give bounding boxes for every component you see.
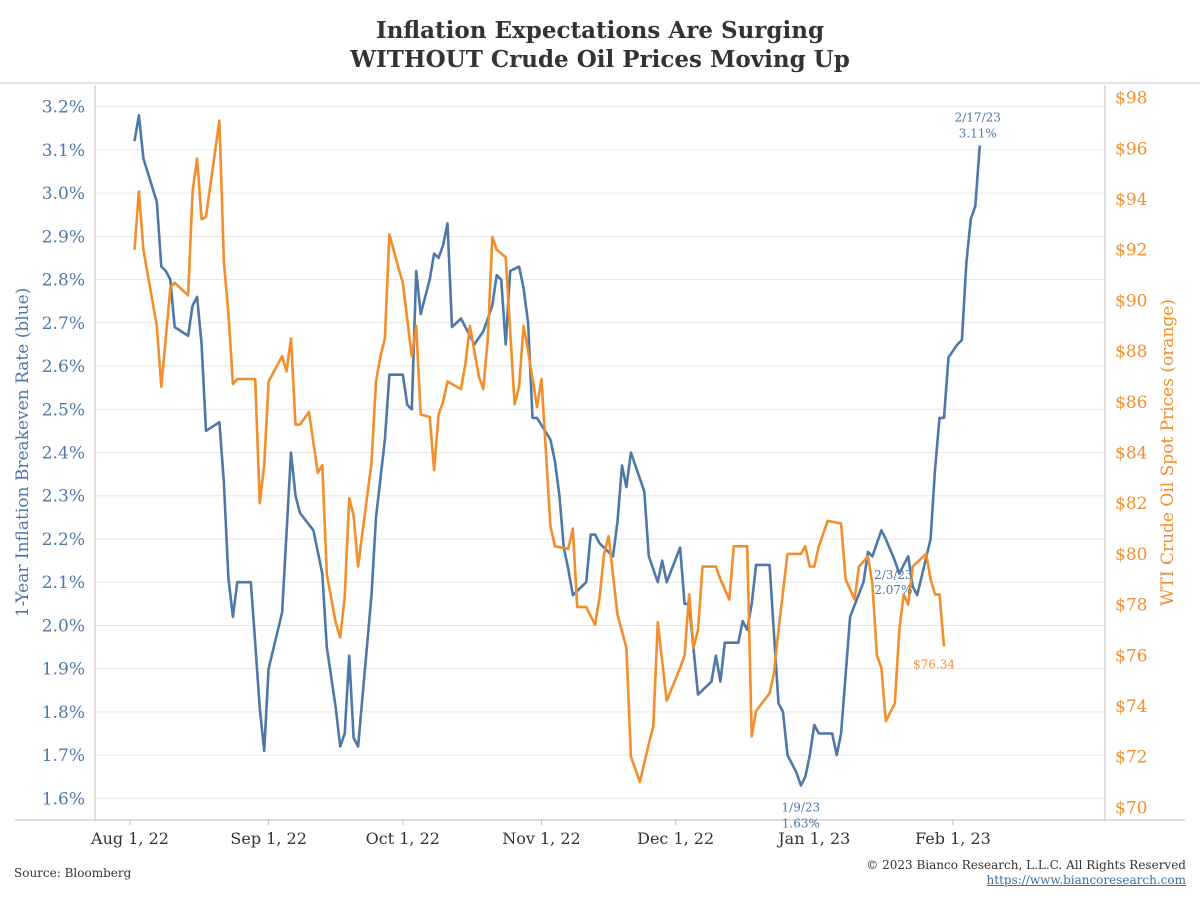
left-tick-label: 2.1% — [42, 573, 85, 593]
footer-credits: © 2023 Bianco Research, L.L.C. All Right… — [866, 858, 1186, 888]
x-tick-label: Feb 1, 23 — [915, 829, 991, 848]
left-tick-label: 1.8% — [42, 703, 85, 723]
left-tick-label: 2.0% — [42, 616, 85, 636]
x-tick-label: Jan 1, 23 — [776, 829, 850, 848]
right-tick-label: $74 — [1115, 697, 1147, 717]
right-tick-label: $80 — [1115, 545, 1147, 565]
copyright-text: © 2023 Bianco Research, L.L.C. All Right… — [866, 858, 1186, 872]
right-tick-label: $88 — [1115, 342, 1147, 362]
right-tick-label: $94 — [1115, 190, 1147, 210]
chart-title: Inflation Expectations Are Surging WITHO… — [0, 16, 1200, 74]
annotation-value-label: 1.63% — [782, 816, 820, 830]
chart-title-line1: Inflation Expectations Are Surging — [375, 17, 825, 44]
source-note: Source: Bloomberg — [14, 866, 132, 880]
annotation-value-label: $76.34 — [913, 658, 955, 672]
right-tick-label: $96 — [1115, 139, 1147, 159]
chart-title-line2: WITHOUT Crude Oil Prices Moving Up — [350, 46, 850, 73]
right-tick-label: $84 — [1115, 444, 1147, 464]
x-tick-label: Dec 1, 22 — [637, 829, 714, 848]
x-tick-label: Sep 1, 22 — [230, 829, 306, 848]
left-tick-label: 1.6% — [42, 789, 85, 809]
left-tick-label: 3.0% — [42, 184, 85, 204]
breakeven-rate-line — [133, 114, 982, 787]
left-tick-label: 2.9% — [42, 227, 85, 247]
left-tick-label: 3.2% — [42, 98, 85, 118]
left-tick-label: 2.8% — [42, 271, 85, 291]
website-link[interactable]: https://www.biancoresearch.com — [986, 873, 1186, 887]
right-tick-label: $82 — [1115, 494, 1147, 514]
right-tick-label: $90 — [1115, 291, 1147, 311]
right-tick-label: $86 — [1115, 393, 1147, 413]
right-tick-label: $92 — [1115, 241, 1147, 261]
right-tick-label: $78 — [1115, 596, 1147, 616]
annotation-value-label: 3.11% — [959, 127, 997, 141]
annotation-date-label: 2/17/23 — [955, 111, 1001, 125]
left-tick-label: 2.6% — [42, 357, 85, 377]
annotation-date-label: 2/3/23 — [874, 568, 913, 582]
right-tick-label: $98 — [1115, 89, 1147, 109]
right-tick-label: $76 — [1115, 646, 1147, 666]
right-tick-label: $70 — [1115, 798, 1147, 818]
left-tick-label: 3.1% — [42, 141, 85, 161]
x-tick-label: Aug 1, 22 — [90, 829, 169, 848]
left-tick-label: 2.2% — [42, 530, 85, 550]
annotation-date-label: 1/9/23 — [782, 800, 821, 814]
x-tick-label: Nov 1, 22 — [502, 829, 580, 848]
left-tick-label: 2.5% — [42, 400, 85, 420]
x-tick-label: Oct 1, 22 — [366, 829, 440, 848]
left-axis-title: 1-Year Inflation Breakeven Rate (blue) — [13, 288, 33, 618]
left-tick-label: 1.7% — [42, 746, 85, 766]
wti-price-line — [133, 119, 946, 784]
left-tick-label: 2.3% — [42, 487, 85, 507]
left-tick-label: 1.9% — [42, 660, 85, 680]
left-tick-label: 2.4% — [42, 444, 85, 464]
left-tick-label: 2.7% — [42, 314, 85, 334]
right-axis-title: WTI Crude Oil Spot Prices (orange) — [1158, 299, 1178, 606]
right-tick-label: $72 — [1115, 748, 1147, 768]
annotation-value-label: 2.07% — [874, 583, 912, 597]
